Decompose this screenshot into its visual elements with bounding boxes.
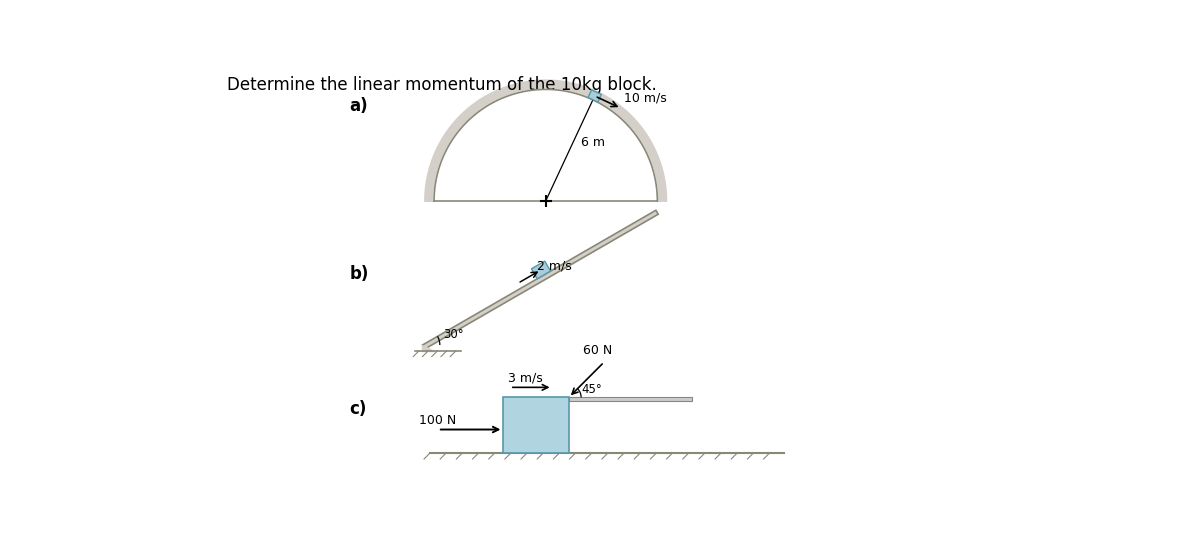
- Polygon shape: [588, 90, 601, 102]
- Polygon shape: [422, 210, 659, 349]
- Text: 60 N: 60 N: [583, 344, 612, 357]
- Text: a): a): [349, 97, 368, 115]
- Text: 3 m/s: 3 m/s: [509, 372, 544, 384]
- Text: Determine the linear momentum of the 10kg block.: Determine the linear momentum of the 10k…: [227, 76, 656, 93]
- Polygon shape: [434, 90, 658, 201]
- Text: b): b): [349, 265, 368, 283]
- Text: c): c): [349, 400, 367, 418]
- Text: 10 m/s: 10 m/s: [624, 92, 667, 104]
- Polygon shape: [422, 345, 434, 351]
- Polygon shape: [434, 90, 658, 201]
- Polygon shape: [532, 261, 551, 279]
- Text: 6 m: 6 m: [581, 135, 605, 149]
- Text: 45°: 45°: [581, 383, 602, 396]
- Polygon shape: [425, 80, 666, 201]
- Text: 2 m/s: 2 m/s: [536, 260, 571, 273]
- Bar: [503, 398, 569, 453]
- Text: 30°: 30°: [443, 328, 464, 341]
- Text: 100 N: 100 N: [419, 414, 456, 427]
- Bar: [569, 398, 692, 401]
